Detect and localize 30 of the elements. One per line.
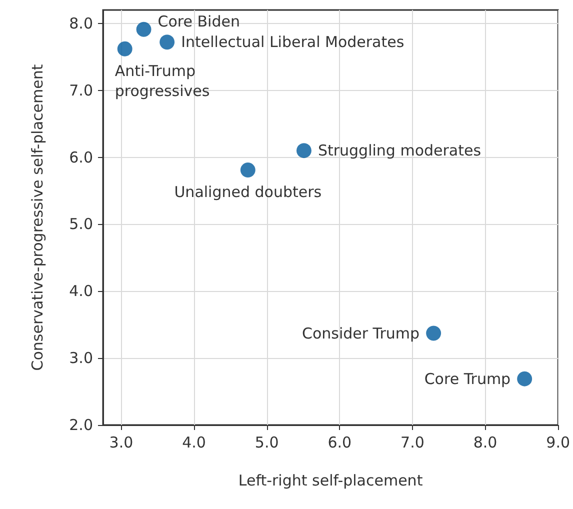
annotation: Intellectual Liberal Moderates <box>181 33 404 52</box>
point <box>240 162 256 178</box>
y-axis-title: Conservative-progressive self-placement <box>28 64 46 371</box>
point <box>136 22 152 37</box>
x-tick-label: 5.0 <box>254 434 279 452</box>
x-axis-title: Left-right self-placement <box>238 472 423 490</box>
y-tick-label: 2.0 <box>69 416 93 434</box>
x-tick-label: 3.0 <box>109 434 134 452</box>
point <box>426 326 442 341</box>
point <box>517 371 532 386</box>
annotation: Anti-Trump progressives <box>114 62 210 100</box>
annotation: Consider Trump <box>302 324 420 342</box>
point <box>296 143 312 158</box>
x-tick-label: 8.0 <box>473 434 498 452</box>
y-tick-label: 8.0 <box>69 14 93 32</box>
y-tick-label: 5.0 <box>69 215 93 234</box>
annotation: Unaligned doubters <box>174 182 322 201</box>
x-tick-label: 7.0 <box>400 434 424 452</box>
y-tick-label: 6.0 <box>69 148 93 166</box>
x-tick-label: 6.0 <box>328 434 352 452</box>
y-tick-label: 7.0 <box>69 81 93 100</box>
annotation: Core Biden <box>158 12 240 30</box>
y-tick-label: 3.0 <box>69 349 93 368</box>
x-tick-label: 9.0 <box>546 434 570 452</box>
y-tick-label: 4.0 <box>69 282 93 300</box>
annotation: Struggling moderates <box>318 142 482 160</box>
x-tick-label: 4.0 <box>182 434 206 452</box>
point <box>117 41 132 56</box>
point <box>160 34 175 50</box>
annotation: Core Trump <box>424 370 511 388</box>
